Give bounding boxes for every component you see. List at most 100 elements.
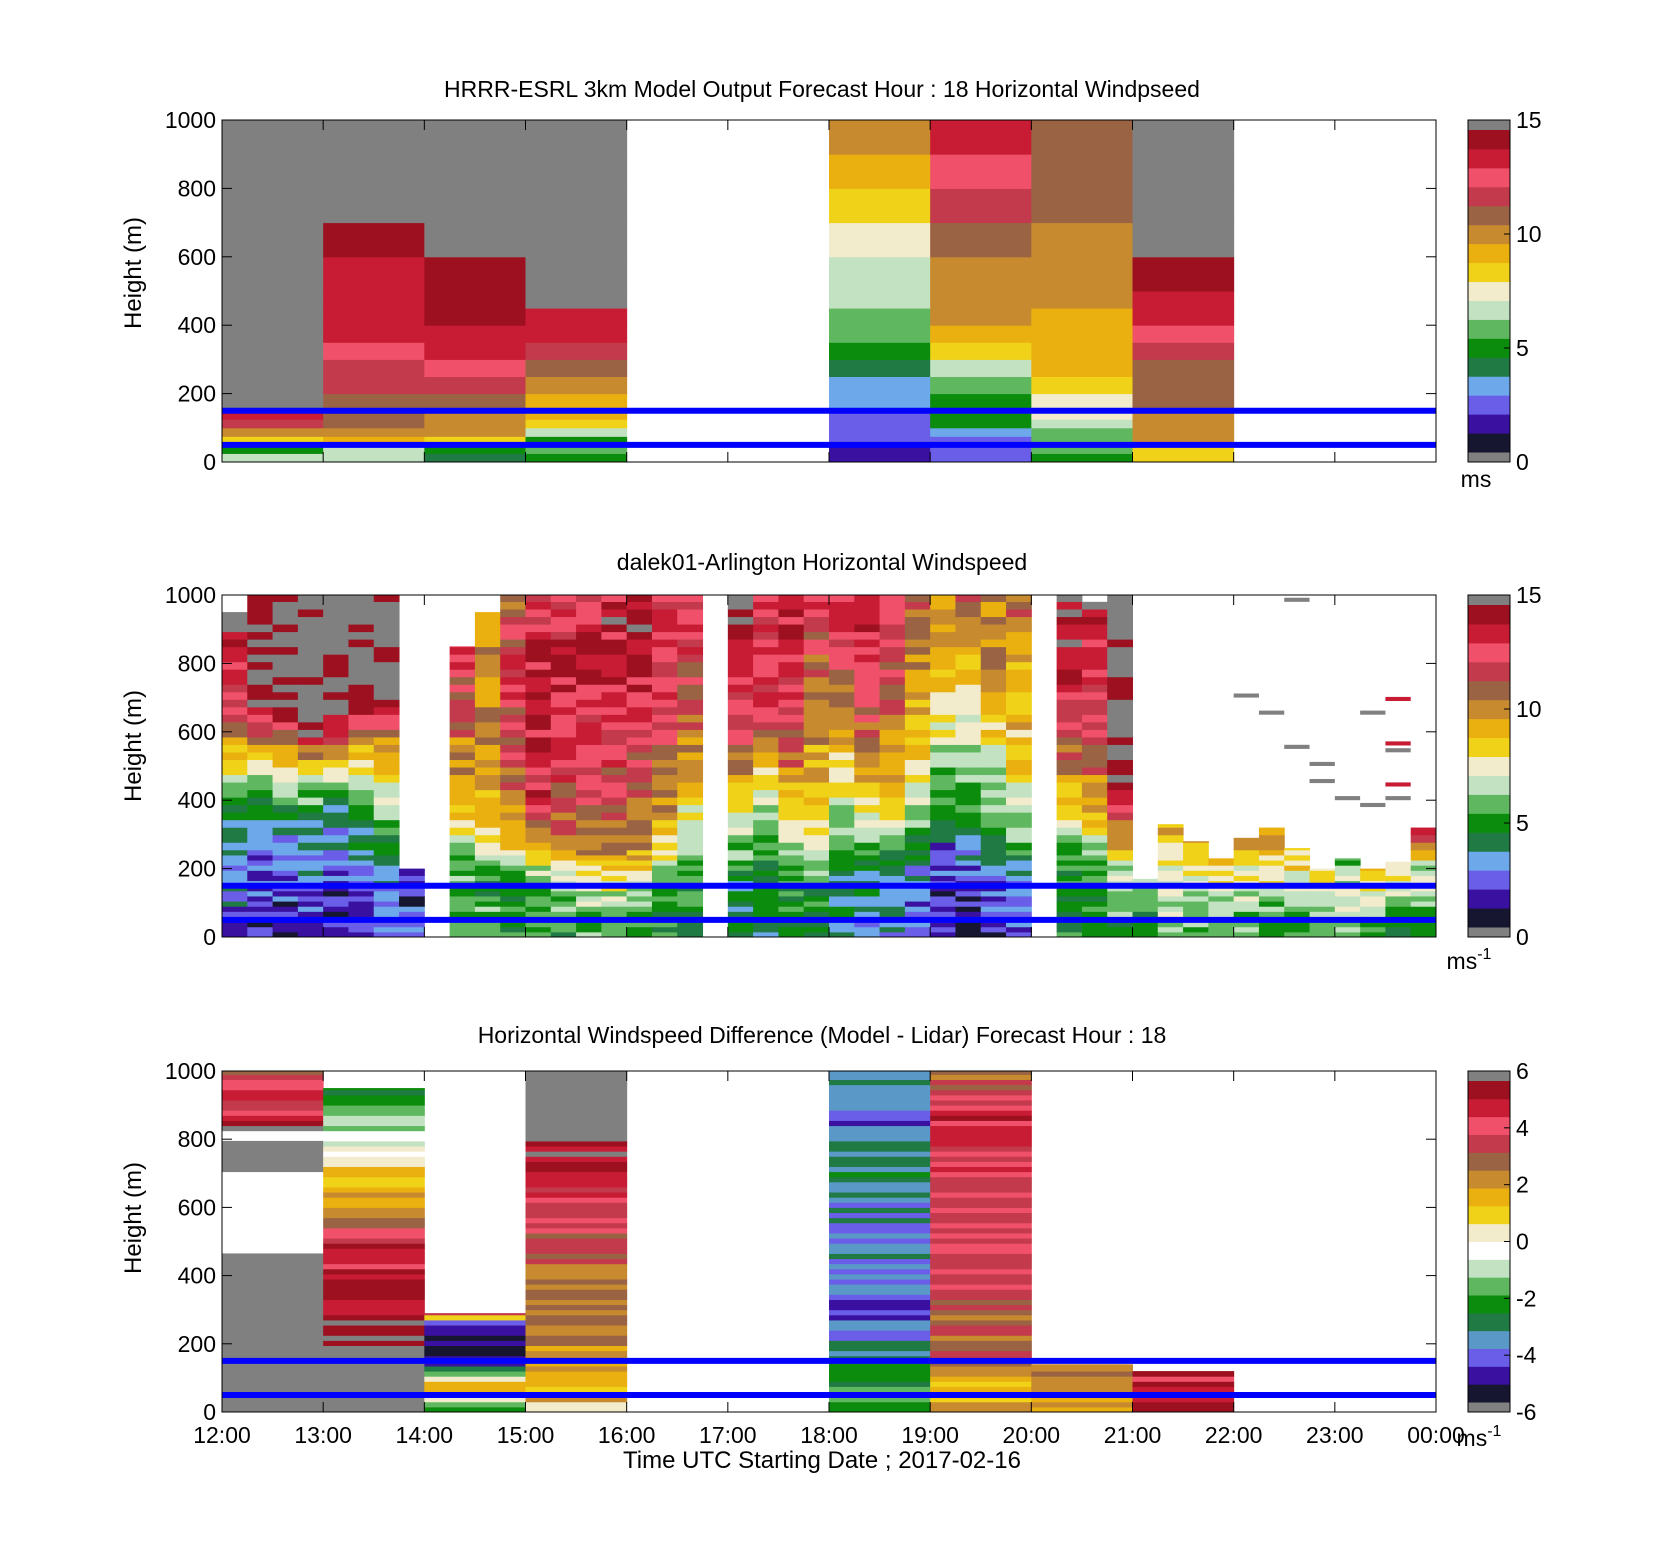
heatmap-cell — [930, 1186, 1032, 1193]
heatmap-cell — [525, 1192, 628, 1198]
heatmap-cell — [323, 1161, 425, 1167]
colorbar-swatch — [1468, 319, 1510, 339]
heatmap-cell — [1233, 926, 1260, 933]
heatmap-cell — [373, 654, 400, 663]
heatmap-cell — [879, 860, 906, 866]
heatmap-cell — [677, 789, 704, 798]
heatmap-cell — [525, 699, 552, 708]
heatmap-cell — [651, 819, 678, 828]
heatmap-cell — [1132, 342, 1235, 360]
heatmap-cell — [803, 931, 830, 938]
heatmap-cell — [1309, 906, 1336, 912]
heatmap-cell — [1309, 890, 1336, 897]
heatmap-cell — [1056, 895, 1083, 902]
heatmap-cell — [626, 819, 653, 828]
heatmap-cell — [1056, 736, 1083, 745]
heatmap-cell — [626, 714, 653, 723]
heatmap-cell — [1031, 1371, 1133, 1377]
heatmap-cell — [930, 782, 956, 791]
heatmap-cell — [1385, 921, 1412, 928]
heatmap-cell — [323, 1099, 425, 1106]
heatmap-cell — [424, 1335, 526, 1341]
heatmap-cell — [323, 1381, 425, 1387]
heatmap-cell — [955, 890, 982, 897]
heatmap-cell — [297, 616, 324, 625]
heatmap-cell — [449, 721, 476, 730]
heatmap-cell — [272, 654, 299, 663]
heatmap-cell — [348, 870, 375, 876]
heatmap-cell — [576, 842, 602, 851]
heatmap-cell — [550, 860, 577, 866]
heatmap-cell — [297, 631, 324, 640]
heatmap-cell — [525, 1181, 628, 1188]
heatmap-cell — [1081, 842, 1108, 851]
heatmap-cell — [222, 1074, 324, 1081]
heatmap-cell — [930, 1105, 1032, 1111]
reference-lines — [222, 407, 1436, 448]
heatmap-cell — [803, 819, 830, 828]
heatmap-cell — [222, 661, 248, 670]
heatmap-cell — [1006, 865, 1032, 871]
heatmap-cell — [904, 931, 931, 938]
heatmap-cell — [222, 706, 248, 715]
heatmap-cell — [550, 819, 577, 828]
heatmap-cell — [1006, 895, 1032, 902]
heatmap-cell — [348, 789, 375, 798]
heatmap-cell — [525, 736, 552, 745]
heatmap-cell — [829, 906, 855, 912]
heatmap-cell — [1309, 921, 1336, 928]
heatmap-cell — [651, 684, 678, 693]
heatmap-cell — [1284, 921, 1311, 928]
heatmap-cell — [753, 901, 779, 907]
heatmap-cell — [1056, 931, 1083, 938]
heatmap-cell — [222, 669, 248, 678]
heatmap-cell — [904, 921, 931, 928]
heatmap-cell — [955, 819, 982, 828]
heatmap-cell — [930, 453, 1032, 463]
heatmap-cell — [449, 661, 476, 670]
heatmap-cell — [980, 849, 1007, 856]
heatmap-cell — [1107, 890, 1133, 897]
heatmap-cell — [373, 890, 400, 897]
heatmap-cell — [222, 931, 248, 938]
heatmap-cell — [1410, 849, 1437, 856]
heatmap-cell — [449, 646, 476, 655]
heatmap-cell — [500, 774, 526, 783]
heatmap-cell — [753, 646, 779, 655]
heatmap-cell — [222, 1330, 324, 1336]
heatmap-cell — [1208, 865, 1235, 871]
heatmap-cell — [955, 931, 982, 938]
heatmap-cell — [778, 870, 805, 876]
heatmap-cell — [1208, 926, 1235, 933]
heatmap-cell — [879, 601, 906, 610]
heatmap-cell — [424, 1365, 526, 1372]
heatmap-cell — [930, 1115, 1032, 1121]
heatmap-cell — [272, 842, 299, 851]
heatmap-cell — [601, 804, 628, 813]
heatmap-cell — [1006, 921, 1032, 928]
heatmap-cell — [1132, 154, 1235, 189]
heatmap-cell — [348, 654, 375, 663]
heatmap-cell — [651, 721, 678, 730]
heatmap-cell — [474, 721, 501, 730]
heatmap-cell — [399, 926, 425, 933]
heatmap-cell — [525, 1166, 628, 1173]
heatmap-cell — [323, 222, 425, 258]
heatmap-cell — [753, 865, 779, 871]
heatmap-cell — [525, 1135, 628, 1142]
heatmap-cell — [879, 906, 906, 912]
heatmap-cell — [525, 890, 552, 897]
heatmap-cell — [247, 729, 274, 738]
heatmap-cell — [525, 1207, 628, 1214]
heatmap-cell — [930, 1299, 1032, 1306]
heatmap-cell — [829, 1243, 931, 1249]
heatmap-cell — [222, 774, 248, 783]
heatmap-cell — [525, 222, 628, 258]
heatmap-cell — [1208, 906, 1235, 912]
heatmap-cell — [1284, 848, 1311, 851]
heatmap-cell — [1056, 714, 1083, 723]
heatmap-cell — [500, 906, 526, 912]
heatmap-cell — [829, 359, 931, 377]
heatmap-cell — [879, 706, 906, 715]
heatmap-cell — [601, 601, 628, 610]
